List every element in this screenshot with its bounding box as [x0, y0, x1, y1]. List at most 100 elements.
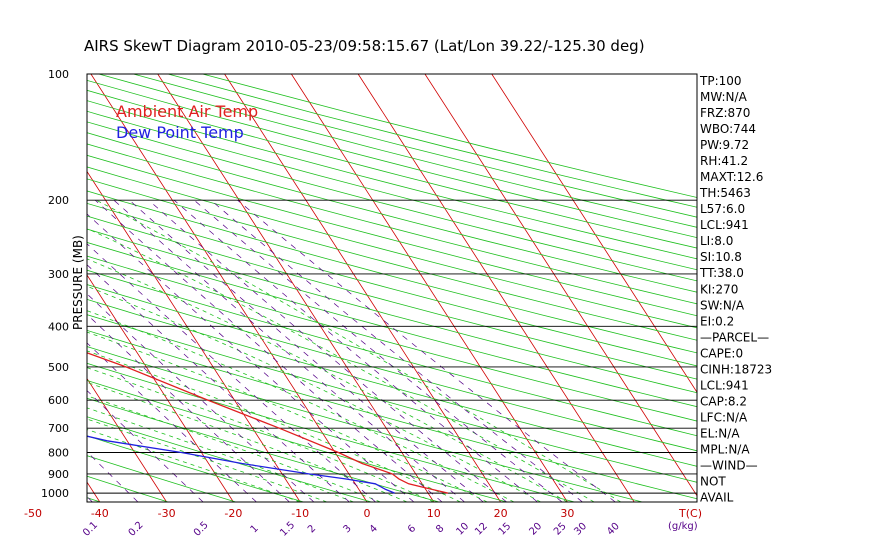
mixing-ratio-line — [87, 293, 315, 502]
pressure-tick-label: 600 — [48, 394, 69, 407]
bottom-temp-tick-label: 30 — [560, 507, 574, 520]
legend-dew-point: Dew Point Temp — [116, 123, 244, 142]
moist-adiabat-line — [87, 429, 301, 502]
dry-adiabat-line — [87, 269, 697, 437]
mixing-ratio-tick-label: 6 — [406, 523, 418, 535]
mixing-ratio-tick-label: 12 — [473, 521, 490, 538]
mixing-ratio-tick-label: 8 — [434, 523, 446, 535]
plot-background-lines — [0, 74, 697, 502]
index-label: TH:5463 — [699, 186, 751, 200]
bottom-temp-tick-label: -30 — [158, 507, 176, 520]
isotherm-line — [224, 74, 501, 502]
index-label: RH:41.2 — [700, 154, 748, 168]
index-label: CAP:8.2 — [700, 394, 747, 408]
mixing-ratio-tick-label: 30 — [572, 521, 589, 538]
dry-adiabat-line — [87, 298, 697, 467]
isotherm-line — [0, 74, 33, 502]
mixing-ratio-line — [87, 313, 290, 502]
mixing-ratio-line — [210, 199, 583, 502]
dry-adiabat-line — [87, 215, 697, 380]
moist-adiabat-line — [96, 199, 622, 502]
moist-adiabat-line — [87, 331, 488, 502]
index-label: TP:100 — [699, 74, 742, 88]
index-label: FRZ:870 — [700, 106, 750, 120]
mixing-ratio-line — [193, 199, 563, 502]
index-label: EI:0.2 — [700, 314, 734, 328]
axes — [86, 73, 698, 503]
moist-adiabat-line — [87, 227, 595, 502]
mixing-ratio-line — [129, 199, 484, 502]
dry-adiabat-line — [87, 455, 236, 502]
plot-series — [87, 352, 449, 494]
stability-indices: TP:100 MW:N/A FRZ:870 WBO:744 PW:9.72 RH:41.2… — [699, 74, 772, 505]
dry-adiabat-line — [87, 190, 697, 354]
mixing-ratio-tick-label: 25 — [552, 521, 569, 538]
mixing-ratio-line — [95, 199, 443, 502]
dry-adiabat-line — [87, 154, 697, 317]
moist-adiabat-line — [87, 258, 568, 502]
bottom-temp-tick-label: 20 — [494, 507, 508, 520]
dry-adiabat-line — [87, 416, 372, 502]
dry-adiabat-line — [87, 166, 697, 329]
mixing-ratio-tick-label: 2 — [306, 523, 318, 535]
mixing-ratio-line — [113, 199, 465, 502]
dry-adiabat-line — [87, 89, 697, 249]
index-label: TT:38.0 — [699, 266, 744, 280]
dry-adiabat-line — [87, 178, 697, 341]
mixing-ratio-line — [173, 199, 538, 502]
mixing-ratio-tick-label: 15 — [497, 521, 514, 538]
pressure-tick-label: 200 — [48, 194, 69, 207]
mixing-ratio-tick-label: 10 — [454, 521, 471, 538]
index-label: LI:8.0 — [700, 234, 733, 248]
isotherm-line — [357, 74, 635, 502]
isotherm-line — [291, 74, 568, 502]
index-label: LCL:941 — [700, 378, 749, 392]
dry-adiabat-line — [87, 132, 697, 293]
dry-adiabat-line — [87, 329, 697, 500]
index-label: CAPE:0 — [700, 346, 743, 360]
mixing-ratio-line — [148, 199, 507, 502]
bottom-temp-tick-label: -50 — [24, 507, 42, 520]
dry-adiabat-line — [87, 143, 697, 305]
pressure-tick-label: 700 — [48, 422, 69, 435]
dry-adiabat-line — [87, 100, 697, 260]
moist-adiabat-line — [87, 407, 354, 502]
mixing-ratio-tick-label: 0.5 — [192, 520, 211, 539]
isotherm-line — [157, 74, 435, 502]
dry-adiabat-line — [87, 255, 697, 422]
index-label: MW:N/A — [700, 90, 748, 104]
index-label: —WIND— — [700, 458, 758, 472]
dry-adiabat-line — [87, 497, 101, 502]
mixing-ratio-line — [87, 390, 204, 502]
index-label: KI:270 — [700, 282, 738, 296]
index-label: WBO:744 — [700, 122, 756, 136]
index-label: L57:6.0 — [700, 202, 745, 216]
moist-adiabat-line — [87, 395, 381, 502]
dry-adiabat-line — [87, 202, 697, 367]
pressure-tick-label: 1000 — [41, 487, 69, 500]
index-label: CINH:18723 — [700, 362, 772, 376]
moist-adiabat-line — [87, 310, 515, 502]
pressure-tick-label: 800 — [48, 447, 69, 460]
dry-adiabat-line — [87, 362, 575, 502]
index-label: LFC:N/A — [700, 410, 748, 424]
pressure-tick-label: 500 — [48, 361, 69, 374]
mixing-ratio-tick-label: 40 — [605, 521, 622, 538]
mixing-ratio-tick-label: 20 — [527, 521, 544, 538]
index-label: —PARCEL— — [700, 330, 769, 344]
dry-adiabat-line — [87, 314, 697, 483]
index-label: AVAIL — [700, 491, 734, 505]
bottom-temp-tick-label: 10 — [427, 507, 441, 520]
isotherm-line — [87, 170, 301, 502]
index-label: PW:9.72 — [700, 138, 749, 152]
mixing-ratio-line — [87, 342, 257, 502]
dry-adiabat-line — [87, 121, 697, 282]
bottom-temp-tick-label: -10 — [291, 507, 309, 520]
isotherm-line — [87, 274, 234, 502]
mixing-ratio-tick-label: 4 — [368, 523, 380, 535]
t-unit-label: T(C) — [678, 507, 702, 520]
bottom-temp-tick-label: -20 — [224, 507, 242, 520]
pressure-tick-label: 900 — [48, 468, 69, 481]
mixing-ratio-tick-label: 0.1 — [81, 520, 100, 539]
index-label: LCL:941 — [700, 218, 749, 232]
